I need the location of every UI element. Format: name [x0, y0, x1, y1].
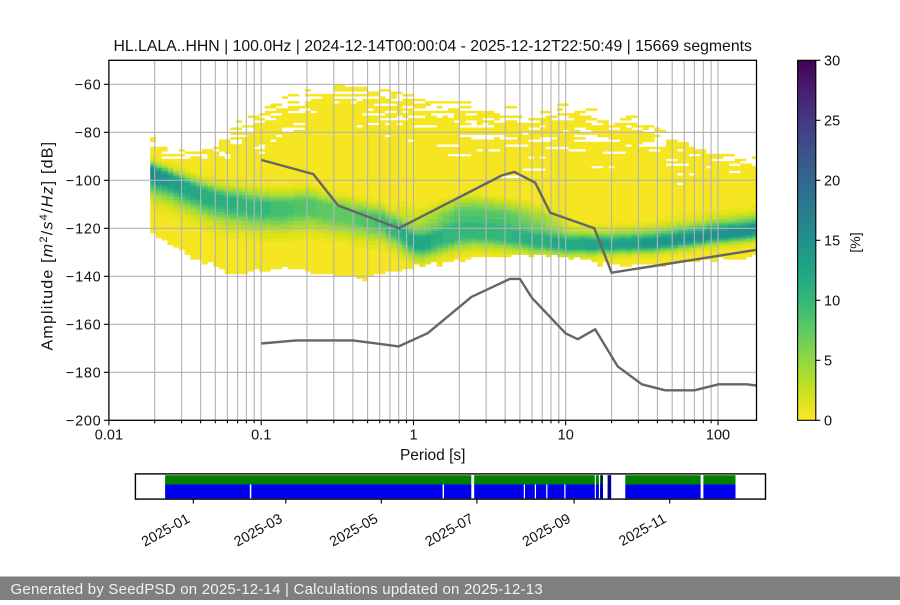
svg-text:−120: −120	[66, 221, 101, 237]
svg-text:10: 10	[824, 293, 840, 309]
svg-text:−160: −160	[66, 317, 101, 333]
svg-text:30: 30	[824, 53, 840, 69]
svg-text:−140: −140	[66, 269, 101, 285]
svg-text:10: 10	[558, 428, 574, 444]
svg-text:Period [s]: Period [s]	[400, 447, 465, 464]
svg-text:0.01: 0.01	[95, 428, 123, 444]
svg-text:−180: −180	[66, 365, 101, 381]
svg-text:1: 1	[409, 428, 417, 444]
svg-text:Amplitude [m2/s4/Hz] [dB]: Amplitude [m2/s4/Hz] [dB]	[38, 141, 57, 351]
svg-text:100: 100	[706, 428, 730, 444]
svg-text:[%]: [%]	[847, 232, 863, 252]
svg-text:0: 0	[824, 413, 832, 429]
svg-text:20: 20	[824, 173, 840, 189]
svg-text:HL.LALA..HHN | 100.0Hz | 2024-: HL.LALA..HHN | 100.0Hz | 2024-12-14T00:0…	[113, 38, 752, 55]
svg-text:15: 15	[824, 233, 840, 249]
svg-text:−200: −200	[66, 413, 101, 429]
svg-text:0.1: 0.1	[251, 428, 271, 444]
svg-text:−100: −100	[66, 173, 101, 189]
svg-text:−60: −60	[75, 77, 102, 93]
svg-text:−80: −80	[75, 125, 102, 141]
svg-text:Generated by SeedPSD on 2025-1: Generated by SeedPSD on 2025-12-14 | Cal…	[11, 581, 543, 598]
svg-text:25: 25	[824, 113, 840, 129]
svg-text:5: 5	[824, 353, 832, 369]
